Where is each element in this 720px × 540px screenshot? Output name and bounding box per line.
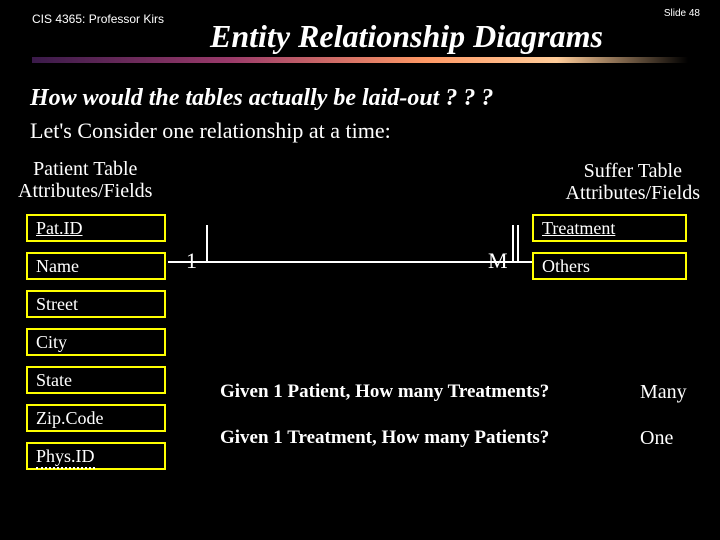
field-label: Others (542, 256, 590, 276)
suffer-field-others: Others (532, 252, 687, 280)
patient-field-name: Name (26, 252, 166, 280)
field-label: Treatment (542, 218, 615, 238)
relationship-line (168, 261, 532, 263)
patient-field-physid: Phys.ID (26, 442, 166, 470)
patient-title-2: Attributes/Fields (18, 180, 152, 202)
relationship-right-tick-2 (517, 225, 519, 263)
suffer-table-title: Suffer Table Attributes/Fields (566, 160, 700, 204)
title-underline (32, 57, 688, 63)
field-label: Pat.ID (36, 218, 83, 238)
answer-2: One (640, 427, 673, 450)
suffer-title-1: Suffer Table (584, 160, 682, 182)
patient-field-zipcode: Zip.Code (26, 404, 166, 432)
field-label: Phys.ID (36, 446, 95, 469)
relationship-left-tick (206, 225, 208, 263)
cardinality-right: M (488, 248, 508, 274)
subtext: Let's Consider one relationship at a tim… (30, 118, 391, 144)
question-2: Given 1 Treatment, How many Patients? (220, 427, 549, 449)
slide-title: Entity Relationship Diagrams (210, 18, 603, 55)
patient-field-city: City (26, 328, 166, 356)
relationship-right-tick-1 (512, 225, 514, 263)
field-label: Street (36, 294, 78, 314)
field-label: City (36, 332, 67, 352)
patient-title-1: Patient Table (33, 158, 137, 180)
main-question: How would the tables actually be laid-ou… (30, 85, 493, 112)
patient-field-state: State (26, 366, 166, 394)
cardinality-left: 1 (186, 248, 197, 274)
course-label: CIS 4365: Professor Kirs (32, 12, 164, 26)
slide-number: Slide 48 (664, 8, 700, 19)
patient-table-title: Patient Table Attributes/Fields (18, 158, 152, 202)
field-label: Zip.Code (36, 408, 104, 428)
question-1: Given 1 Patient, How many Treatments? (220, 381, 549, 403)
field-label: Name (36, 256, 79, 276)
answer-1: Many (640, 381, 687, 404)
patient-field-street: Street (26, 290, 166, 318)
suffer-title-2: Attributes/Fields (566, 182, 700, 204)
suffer-field-treatment: Treatment (532, 214, 687, 242)
patient-field-patid: Pat.ID (26, 214, 166, 242)
field-label: State (36, 370, 72, 390)
